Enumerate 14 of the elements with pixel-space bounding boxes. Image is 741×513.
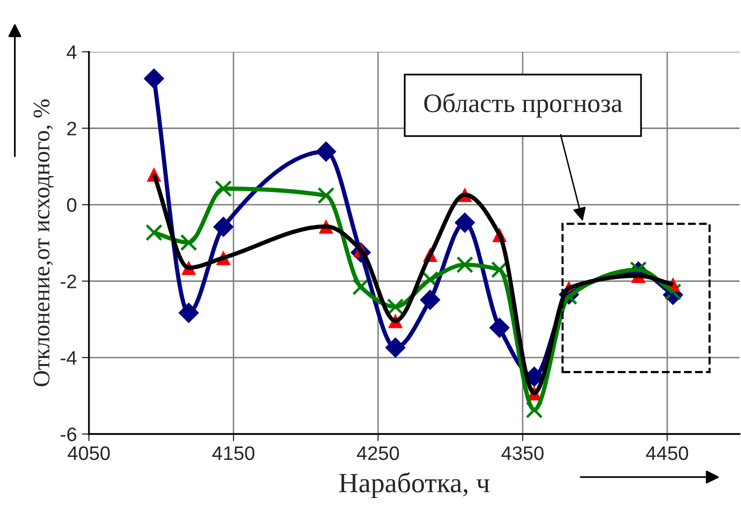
x-tick-label: 4250 bbox=[356, 446, 399, 460]
y-tick-label: -6 bbox=[60, 427, 76, 442]
y-tick-label: 4 bbox=[66, 45, 77, 59]
x-tick-label: 4450 bbox=[646, 446, 688, 460]
x-tick-label: 4350 bbox=[501, 446, 544, 460]
y-tick-label: -2 bbox=[60, 274, 76, 288]
annotation: Область прогноза bbox=[424, 93, 622, 118]
x-axis-title: Наработка, ч bbox=[339, 472, 490, 498]
x-tick-label: 4050 bbox=[68, 446, 110, 460]
x-tick-label: 4150 bbox=[212, 446, 254, 460]
y-tick-label: 2 bbox=[67, 122, 76, 136]
y-tick-label: 0 bbox=[67, 198, 76, 212]
y-axis-title: Отклонение,от исходного, % bbox=[34, 99, 54, 386]
y-tick-label: -4 bbox=[60, 351, 77, 365]
